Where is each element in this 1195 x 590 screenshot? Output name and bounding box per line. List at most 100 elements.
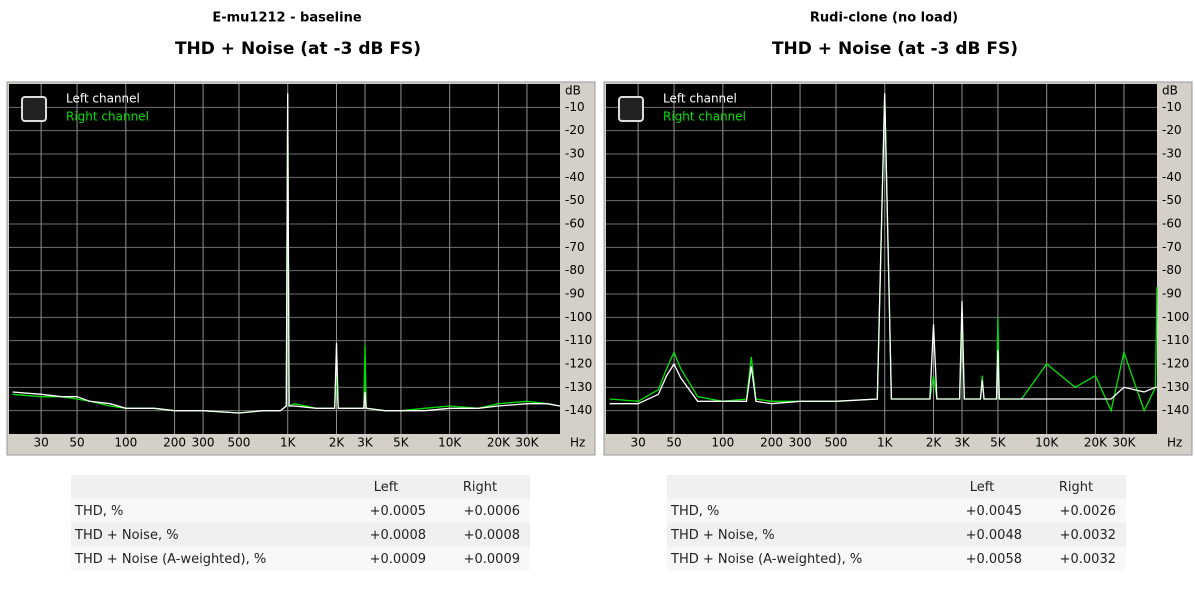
legend-entry: Left channel — [66, 92, 140, 106]
legend-icon — [21, 96, 47, 122]
y-tick-label: -100 — [565, 310, 592, 324]
chart-title: THD + Noise (at -3 dB FS) — [175, 39, 421, 59]
x-tick-label: 2K — [926, 436, 943, 450]
header-row: Left Right — [71, 475, 530, 499]
label-cell: THD + Noise (A-weighted), % — [75, 551, 267, 567]
value-cell: +0.0058 — [965, 551, 1022, 567]
legend-icon — [618, 96, 644, 122]
x-tick-label: 20K — [487, 436, 511, 450]
y-tick-label: -10 — [565, 100, 585, 114]
y-tick-label: -50 — [565, 193, 585, 207]
y-tick-label: -80 — [1162, 263, 1182, 277]
y-tick-label: -130 — [1162, 380, 1189, 394]
y-tick-label: -90 — [1162, 287, 1182, 301]
label-cell: THD, % — [75, 503, 124, 519]
value-cell: +0.0045 — [965, 503, 1022, 519]
x-tick-label: 50 — [666, 436, 681, 450]
table-row: THD + Noise, % +0.0048 +0.0032 — [667, 523, 1126, 547]
value-cell: +0.0009 — [369, 551, 426, 567]
x-tick-label: 100 — [711, 436, 734, 450]
y-axis-label: dB — [1162, 84, 1178, 98]
x-tick-label: 10K — [438, 436, 462, 450]
x-tick-label: 100 — [114, 436, 137, 450]
value-cell: +0.0009 — [463, 551, 520, 567]
value-cell: +0.0008 — [463, 527, 520, 543]
x-tick-label: 300 — [789, 436, 812, 450]
value-cell: +0.0026 — [1059, 503, 1116, 519]
chart-header: Rudi-clone (no load) — [810, 11, 958, 26]
table-row: THD, % +0.0045 +0.0026 — [667, 499, 1126, 523]
legend-entry: Right channel — [66, 110, 149, 124]
y-tick-label: -120 — [1162, 357, 1189, 371]
x-tick-label: 500 — [228, 436, 251, 450]
label-cell: THD, % — [671, 503, 720, 519]
plot-area — [606, 84, 1157, 434]
y-tick-label: -140 — [1162, 403, 1189, 417]
charts: E-mu1212 - baseline THD + Noise (at -3 dB… — [6, 11, 1193, 456]
results-table: Left Right THD, % +0.0005 +0.0006 THD + Noise… — [71, 475, 530, 571]
value-cell: +0.0048 — [965, 527, 1022, 543]
y-tick-label: -120 — [565, 357, 592, 371]
legend-entry: Left channel — [663, 92, 737, 106]
x-tick-label: 5K — [393, 436, 410, 450]
y-tick-label: -50 — [1162, 193, 1182, 207]
chart-header: E-mu1212 - baseline — [212, 11, 362, 26]
x-tick-label: 3K — [954, 436, 971, 450]
header-row: Left Right — [667, 475, 1126, 499]
x-axis-label: Hz — [1167, 436, 1182, 450]
x-tick-label: 1K — [280, 436, 297, 450]
x-tick-label: 200 — [163, 436, 186, 450]
label-cell: THD + Noise, % — [75, 527, 179, 543]
y-tick-label: -30 — [1162, 147, 1182, 161]
y-axis-label: dB — [565, 84, 581, 98]
chart-title: THD + Noise (at -3 dB FS) — [772, 39, 1018, 59]
y-tick-label: -40 — [1162, 170, 1182, 184]
table-row: THD + Noise (A-weighted), % +0.0058 +0.003… — [667, 547, 1126, 571]
header-cell: Left — [373, 479, 399, 495]
x-tick-label: 30K — [1112, 436, 1136, 450]
y-tick-label: -40 — [565, 170, 585, 184]
x-tick-label: 3K — [357, 436, 374, 450]
y-tick-label: -30 — [565, 147, 585, 161]
y-tick-label: -20 — [1162, 123, 1182, 137]
y-tick-label: -10 — [1162, 100, 1182, 114]
x-tick-label: 1K — [877, 436, 894, 450]
y-tick-label: -70 — [1162, 240, 1182, 254]
header-cell: Right — [462, 479, 498, 495]
y-tick-label: -20 — [565, 123, 585, 137]
header-cell: Left — [969, 479, 995, 495]
x-axis-label: Hz — [570, 436, 585, 450]
x-tick-label: 2K — [329, 436, 346, 450]
value-cell: +0.0032 — [1059, 551, 1116, 567]
y-tick-label: -140 — [565, 403, 592, 417]
y-tick-label: -100 — [1162, 310, 1189, 324]
y-tick-label: -70 — [565, 240, 585, 254]
value-cell: +0.0006 — [463, 503, 520, 519]
results-table: Left Right THD, % +0.0045 +0.0026 THD + Noise… — [667, 475, 1126, 571]
header-cell — [71, 475, 342, 499]
table-row: THD + Noise, % +0.0008 +0.0008 — [71, 523, 530, 547]
plot-area — [9, 84, 560, 434]
label-cell: THD + Noise (A-weighted), % — [671, 551, 863, 567]
x-tick-label: 20K — [1084, 436, 1108, 450]
x-tick-label: 300 — [192, 436, 215, 450]
value-cell: +0.0005 — [369, 503, 426, 519]
x-tick-label: 30K — [515, 436, 539, 450]
value-cell: +0.0008 — [369, 527, 426, 543]
table-row: THD, % +0.0005 +0.0006 — [71, 499, 530, 523]
y-tick-label: -90 — [565, 287, 585, 301]
table-row: THD + Noise (A-weighted), % +0.0009 +0.000… — [71, 547, 530, 571]
x-tick-label: 30 — [33, 436, 48, 450]
legend-entry: Right channel — [663, 110, 746, 124]
y-tick-label: -80 — [565, 263, 585, 277]
x-tick-label: 10K — [1035, 436, 1059, 450]
x-tick-label: 500 — [825, 436, 848, 450]
y-tick-label: -110 — [1162, 333, 1189, 347]
label-cell: THD + Noise, % — [671, 527, 775, 543]
x-tick-label: 30 — [630, 436, 645, 450]
x-tick-label: 200 — [760, 436, 783, 450]
y-tick-label: -60 — [565, 217, 585, 231]
header-cell: Right — [1058, 479, 1094, 495]
value-cell: +0.0032 — [1059, 527, 1116, 543]
